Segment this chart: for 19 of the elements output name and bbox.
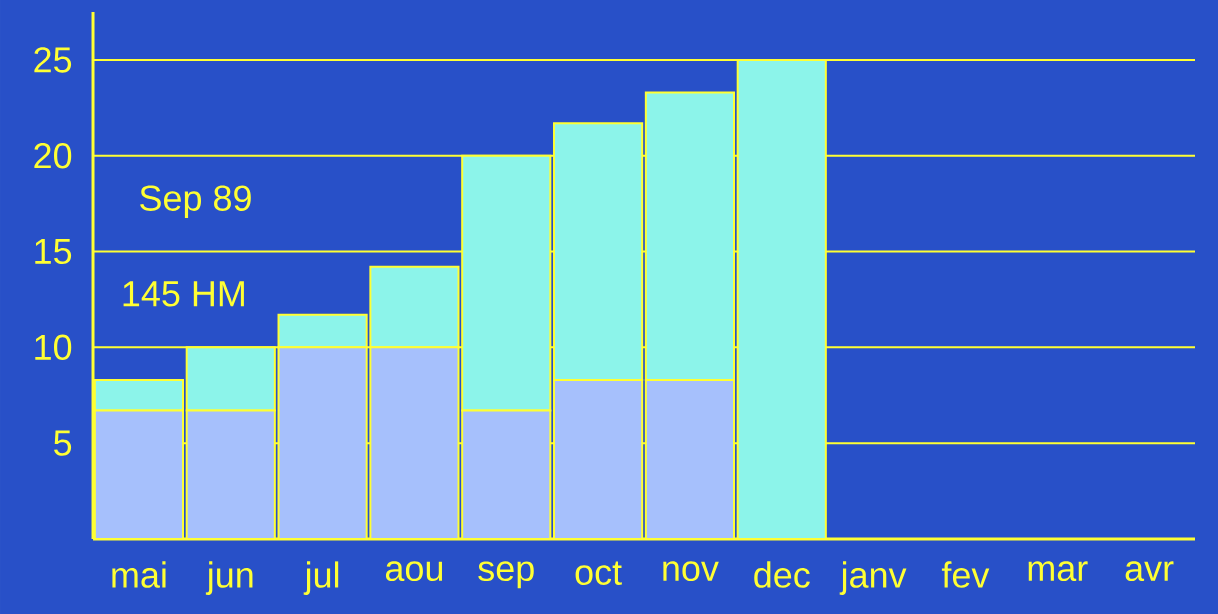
x-tick-label: avr (1125, 561, 1174, 582)
y-tick-label: 15 (35, 238, 72, 265)
y-tick-label: 5 (54, 430, 72, 456)
x-tick-label: jun (205, 561, 253, 595)
x-tick-label: janv (839, 561, 907, 595)
x-tick-label: nov (663, 561, 719, 582)
x-tick-label: aou (385, 561, 443, 582)
x-tick-label: mai (112, 561, 166, 588)
x-tick-label: oct (575, 561, 622, 585)
x-tick-label: sep (478, 561, 534, 589)
y-tick-label: 10 (35, 334, 72, 361)
x-tick-label: jul (303, 561, 339, 595)
x-tick-label: dec (754, 561, 810, 588)
annotation: Sep 89 (140, 185, 251, 218)
annotation: 145 HM (123, 281, 244, 307)
x-tick-label: fev (941, 561, 990, 588)
y-tick-label: 25 (34, 47, 72, 73)
y-tick-label: 20 (34, 142, 72, 169)
x-tick-label: mar (1028, 561, 1088, 582)
